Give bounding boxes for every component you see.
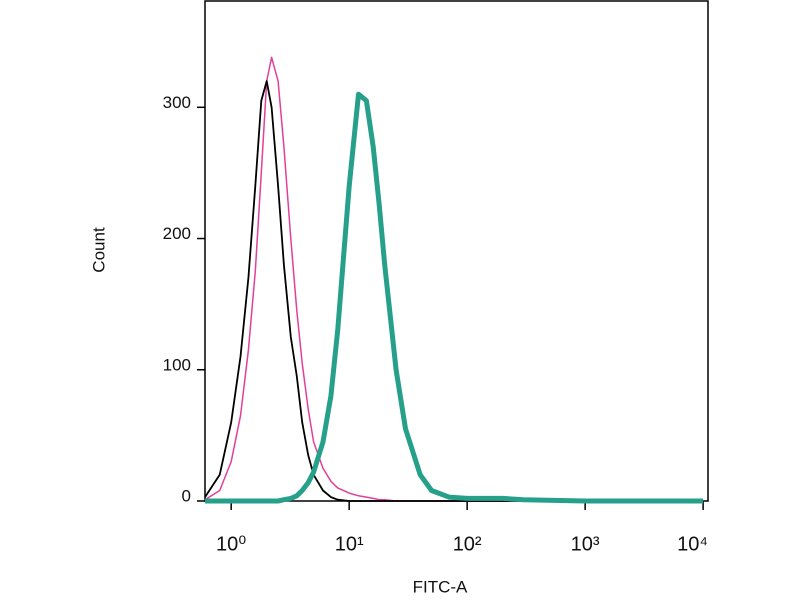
x-tick-label: 10³: [571, 533, 600, 555]
y-tick-label: 0: [182, 486, 191, 505]
histogram-line: [205, 91, 704, 504]
histogram-line: [204, 80, 704, 502]
y-tick-label: 300: [163, 93, 191, 112]
histogram-line: [204, 56, 704, 502]
y-tick-label: 100: [163, 355, 191, 374]
x-axis-label: FITC-A: [413, 577, 468, 596]
x-tick-label: 10²: [453, 533, 482, 555]
x-tick-label: 10⁰: [216, 533, 246, 555]
y-tick-label: 200: [163, 224, 191, 243]
x-tick-label: 10⁴: [677, 533, 708, 555]
x-tick-label: 10¹: [335, 533, 364, 555]
plot-frame: [204, 0, 709, 502]
y-axis-label: Count: [89, 227, 108, 273]
